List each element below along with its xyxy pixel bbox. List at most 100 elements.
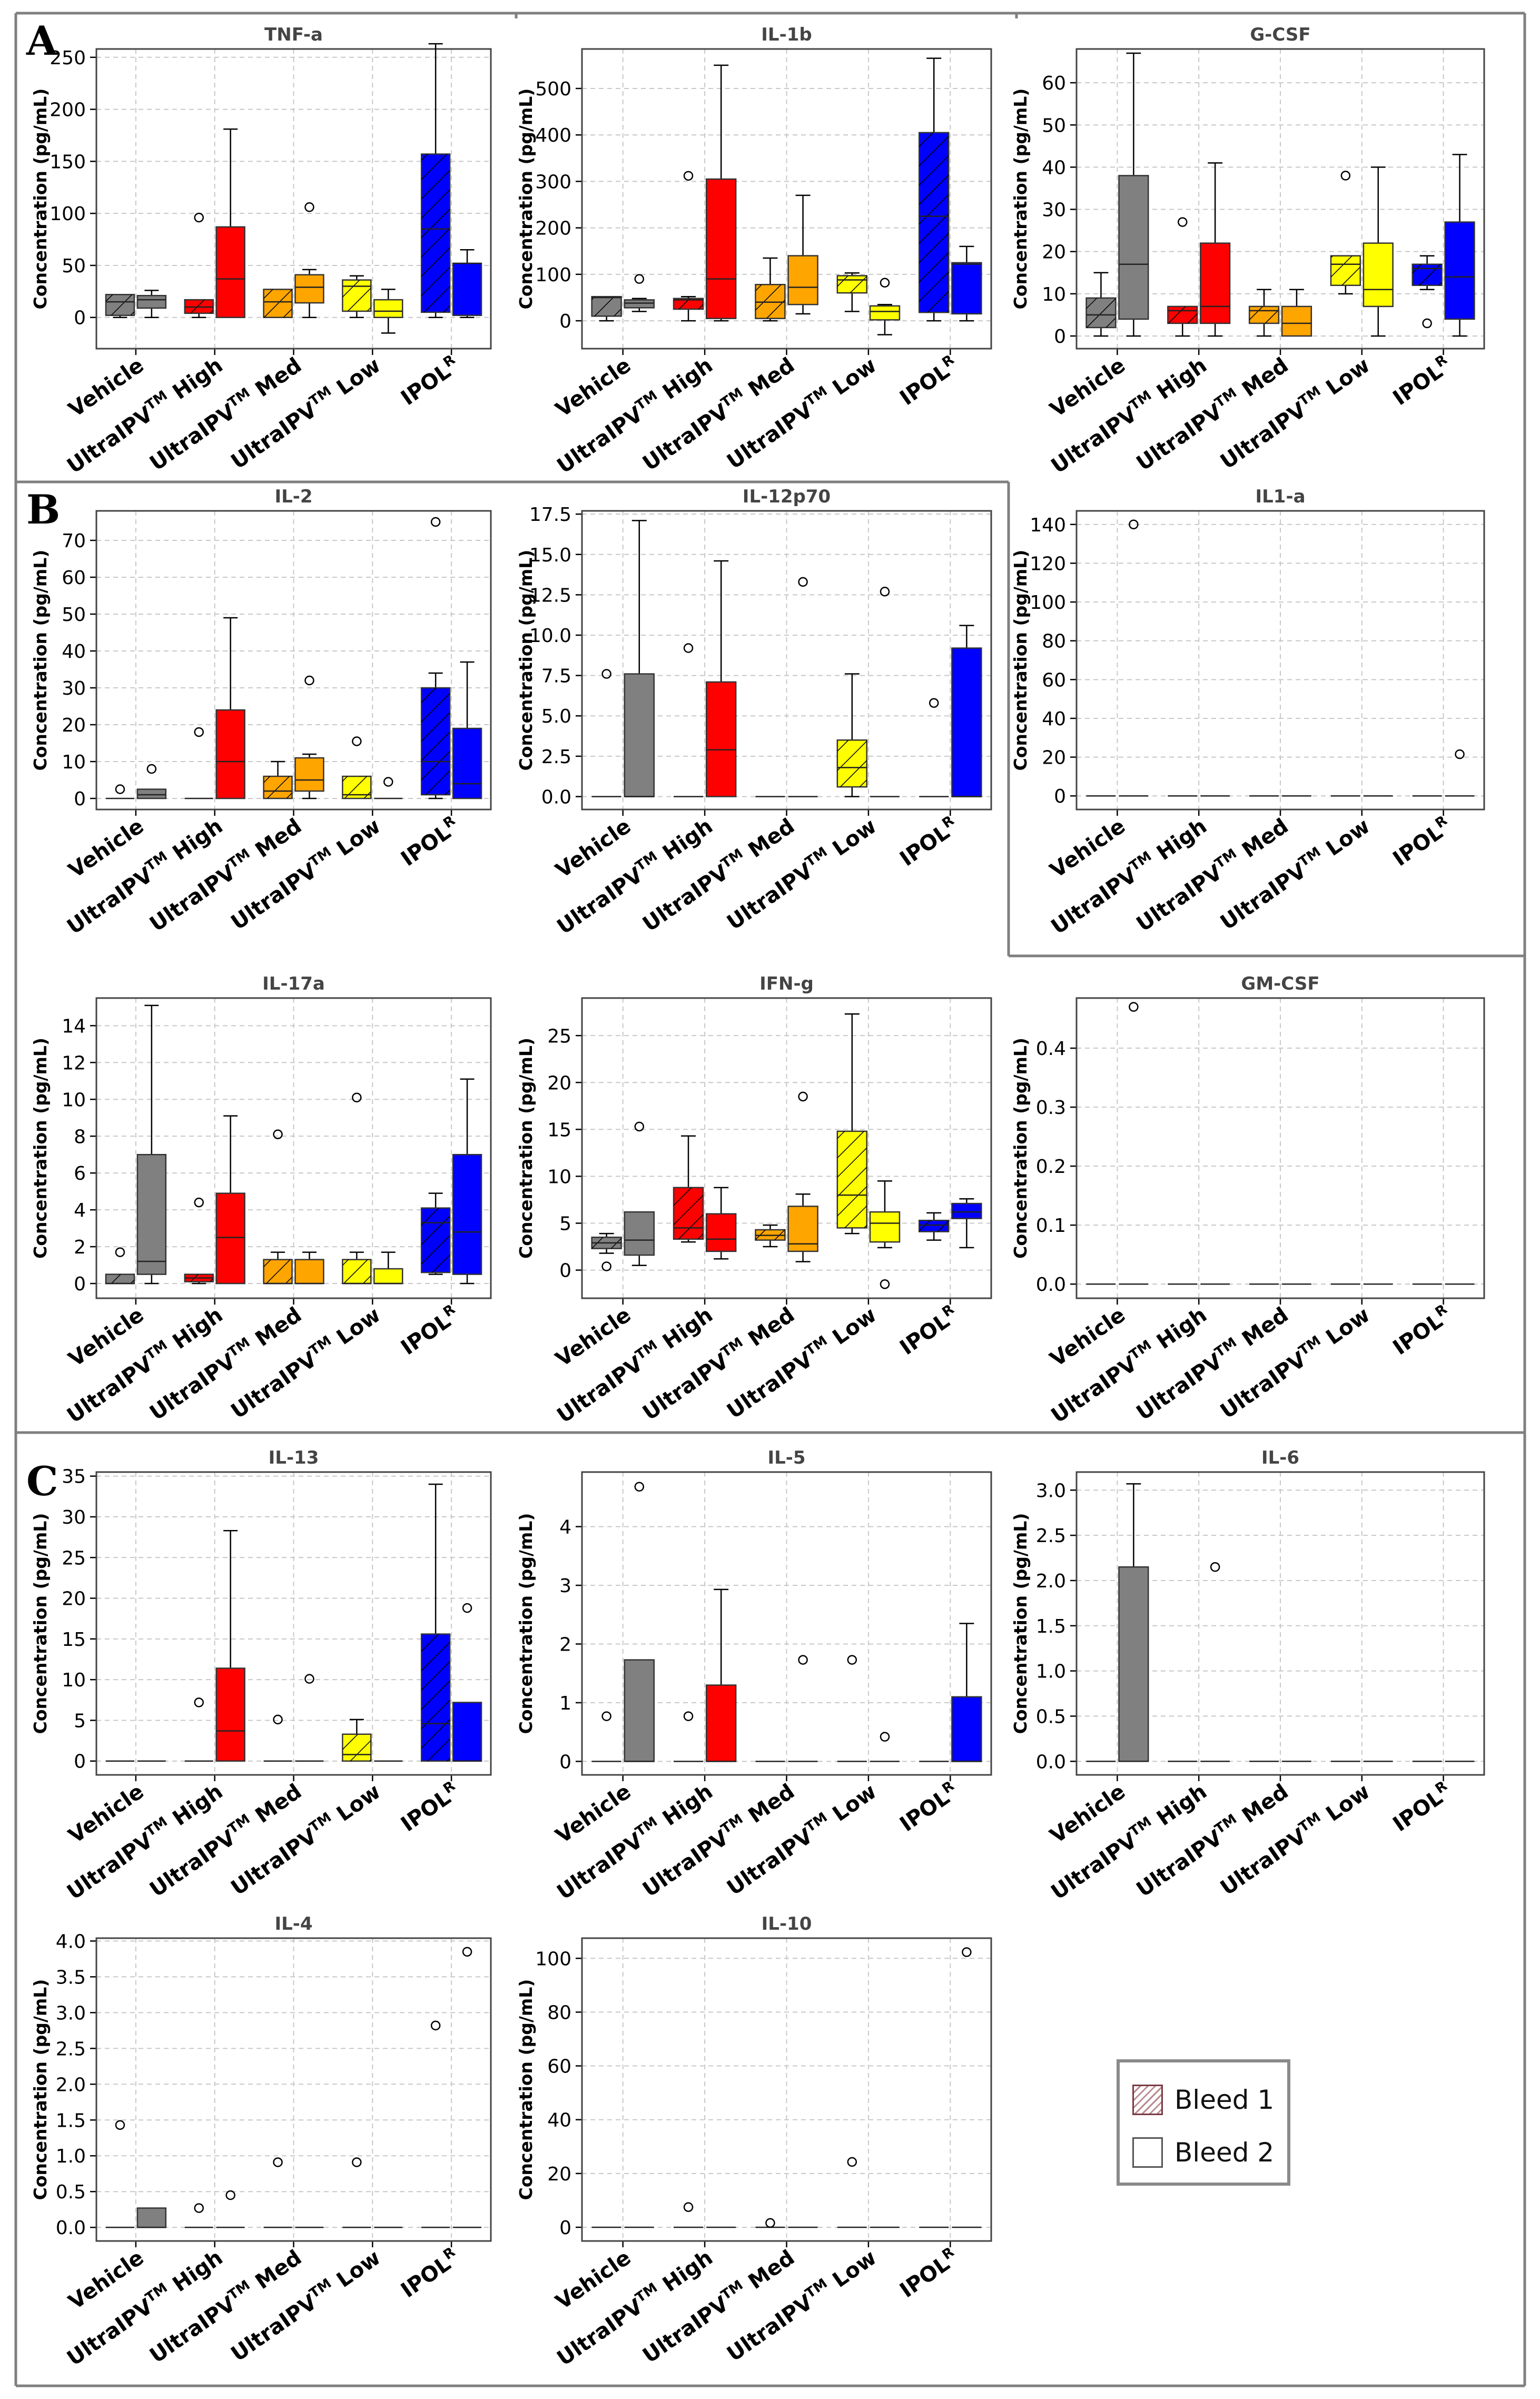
x-tick-label: UltraIPVTM Low	[1215, 1301, 1374, 1424]
y-tick-label: 0.0	[56, 2217, 86, 2239]
x-label-text: Low	[822, 1303, 881, 1354]
y-tick-label: 3.0	[1036, 1480, 1066, 1502]
y-tick-label: 250	[50, 47, 86, 69]
x-label-text: UltraIPV	[227, 1347, 322, 1424]
y-tick-label: 0.0	[541, 786, 571, 808]
y-tick-label: 0	[559, 311, 571, 332]
y-tick-label: 400	[535, 125, 571, 146]
outlier-point	[634, 1121, 645, 1132]
y-tick-label: 20	[547, 1072, 571, 1094]
outlier-point	[273, 1714, 283, 1725]
chart-5: 0 20 40 60 80 100 120 140 IL1-a Concentration (pg…	[1010, 486, 1485, 939]
box-hatch	[421, 688, 450, 795]
x-label-text: Low	[1316, 1780, 1374, 1831]
y-axis-label: Concentration (pg/mL)	[516, 1038, 536, 1259]
chart-9: 0 5 10 15 20 25 30 35 IL-13 Concentration (pg/mL)…	[30, 1447, 492, 1904]
x-tick-label: UltraIPVTM High	[1046, 1778, 1211, 1904]
box-bleed-2	[1281, 305, 1312, 337]
x-label-text: High	[1147, 1303, 1211, 1358]
y-tick-label: 60	[547, 2056, 571, 2078]
x-label-text: UltraIPV	[723, 2290, 817, 2366]
x-label-text: Low	[822, 1780, 881, 1831]
box-bleed-2	[373, 299, 403, 318]
x-label-text: Med	[738, 1303, 799, 1356]
outlier-point	[273, 1129, 283, 1140]
x-label-text: Med	[738, 1780, 799, 1832]
axes-frame	[581, 510, 992, 811]
chart-title: IL-17a	[262, 973, 325, 994]
box-hatch	[421, 1208, 450, 1273]
outlier-point	[798, 1655, 808, 1665]
y-axis-label: Concentration (pg/mL)	[1010, 88, 1031, 310]
x-label-text: UltraIPV	[638, 2292, 733, 2368]
y-tick-label: 5	[74, 1710, 86, 1732]
x-label-text: Low	[1316, 814, 1374, 865]
x-label-text: Low	[327, 353, 385, 404]
box-bleed-2	[787, 1206, 818, 1252]
x-label-text: High	[162, 1303, 227, 1358]
outlier-point	[880, 586, 890, 597]
y-axis-label: Concentration (pg/mL)	[1010, 1513, 1031, 1734]
box-bleed-2	[215, 226, 245, 318]
outlier-point	[194, 1197, 204, 1208]
y-tick-label: 0	[559, 1751, 571, 1773]
panel-frames	[14, 12, 1526, 2387]
x-tick-label: UltraIPVTM High	[552, 1301, 717, 1428]
y-tick-label: 10.0	[529, 625, 571, 647]
x-label-text: Low	[327, 2246, 385, 2297]
y-tick-label: 0	[1054, 786, 1066, 807]
y-tick-label: 3	[559, 1575, 571, 1597]
axes-frame	[581, 48, 992, 350]
y-tick-label: 50	[62, 255, 86, 277]
outlier-point	[194, 727, 204, 737]
box-hatch	[674, 298, 703, 310]
chart-title: IL-12p70	[743, 486, 831, 507]
outlier-point	[880, 1279, 890, 1289]
y-tick-label: 30	[62, 1507, 86, 1528]
y-tick-label: 0	[559, 1260, 571, 1282]
y-tick-label: 1.0	[1036, 1661, 1066, 1683]
chart-4: 0.0 2.5 5.0 7.5 10.0 12.5 15.0 17.5 IL-12p70 Conc…	[516, 486, 992, 939]
y-tick-label: 60	[1042, 73, 1066, 94]
box-bleed-2	[294, 757, 324, 792]
x-label-text: High	[653, 353, 717, 409]
box-hatch	[1086, 298, 1116, 328]
legend-item-bleed-2: Bleed 2	[1132, 2137, 1274, 2168]
x-tick-label: UltraIPVTM High	[1046, 352, 1211, 478]
x-tick-label: IPOLR	[396, 813, 463, 871]
y-tick-label: 0	[74, 308, 86, 329]
y-tick-label: 4	[74, 1200, 86, 1221]
y-tick-label: 15	[62, 1629, 86, 1651]
x-label-text: Low	[822, 814, 881, 865]
y-tick-label: 2.0	[1036, 1571, 1066, 1592]
x-label-text: Med	[245, 1303, 306, 1356]
axes-frame	[95, 48, 492, 350]
y-tick-label: 20	[62, 715, 86, 736]
y-tick-label: 2.5	[1036, 1525, 1066, 1547]
outlier-point	[929, 698, 939, 708]
x-tick-label: UltraIPVTM Low	[226, 2244, 385, 2366]
x-label-text: UltraIPV	[1216, 1824, 1311, 1900]
x-tick-label: UltraIPVTM Low	[226, 1778, 385, 1900]
outlier-point	[765, 2218, 775, 2228]
box-hatch	[674, 1187, 703, 1239]
x-tick-label: UltraIPVTM Low	[1215, 813, 1374, 935]
y-tick-label: 8	[74, 1126, 86, 1148]
y-tick-label: 0.2	[1036, 1156, 1066, 1178]
y-tick-label: 3.0	[56, 2002, 86, 2024]
x-tick-label: UltraIPVTM Med	[637, 2244, 799, 2368]
y-tick-label: 1.0	[56, 2146, 86, 2167]
outlier-point	[352, 1092, 362, 1103]
y-tick-label: 1	[559, 1693, 571, 1714]
outlier-point	[1177, 217, 1188, 227]
x-label-text: High	[653, 814, 717, 870]
axes-frame	[95, 997, 492, 1299]
y-tick-label: 12	[62, 1052, 86, 1074]
box-bleed-2	[951, 647, 982, 797]
box-hatch	[1330, 255, 1360, 285]
outlier-point	[146, 764, 157, 774]
y-axis-label: Concentration (pg/mL)	[30, 1979, 51, 2200]
x-label-text: Med	[1232, 814, 1293, 867]
